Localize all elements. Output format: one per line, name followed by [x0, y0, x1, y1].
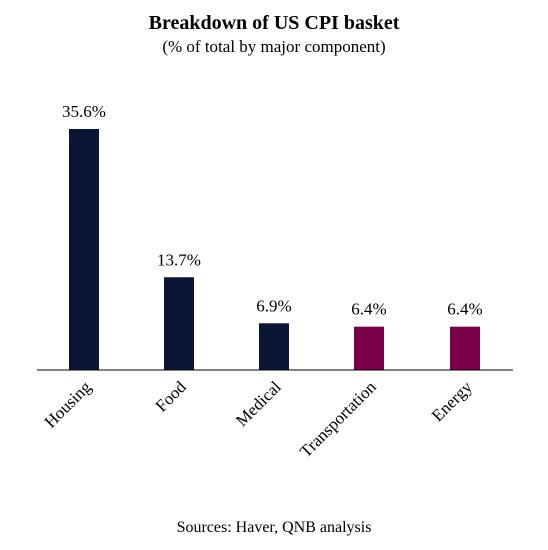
bar-food [164, 277, 194, 370]
bars-layer [69, 129, 480, 370]
data-label-transportation: 6.4% [351, 300, 386, 319]
tick-labels-layer: Housing Food Medical Transportation Energy [41, 377, 477, 461]
source-note: Sources: Haver, QNB analysis [176, 519, 372, 536]
bar-energy [450, 326, 480, 370]
data-label-medical: 6.9% [256, 296, 291, 315]
value-labels-layer: 35.6% 13.7% 6.9% 6.4% 6.4% [62, 102, 483, 319]
chart-subtitle: (% of total by major component) [162, 37, 386, 56]
tick-label-transportation: Transportation [296, 377, 380, 461]
tick-label-housing: Housing [41, 377, 96, 432]
tick-label-food: Food [152, 377, 191, 416]
chart-title: Breakdown of US CPI basket [148, 12, 400, 34]
bar-transportation [354, 326, 384, 370]
tick-label-energy: Energy [428, 377, 476, 425]
tick-label-medical: Medical [232, 377, 285, 430]
bar-medical [259, 323, 289, 370]
data-label-housing: 35.6% [62, 102, 106, 121]
bar-housing [69, 129, 99, 370]
data-label-food: 13.7% [157, 250, 201, 269]
data-label-energy: 6.4% [447, 300, 482, 319]
